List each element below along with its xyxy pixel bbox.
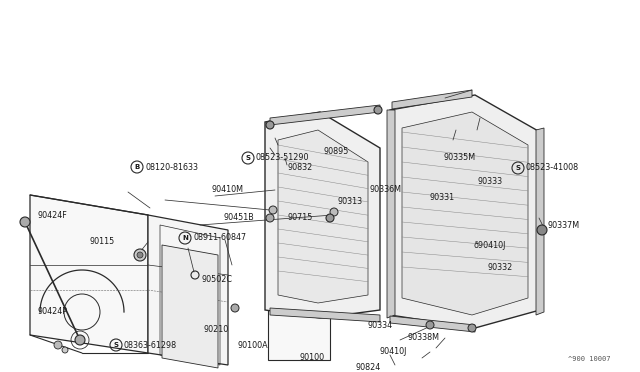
Polygon shape: [265, 112, 380, 318]
Text: 90410J: 90410J: [380, 347, 408, 356]
Text: 90824: 90824: [355, 363, 380, 372]
Circle shape: [426, 321, 434, 329]
Text: 08363-61298: 08363-61298: [124, 340, 177, 350]
Circle shape: [54, 341, 62, 349]
Text: 90832: 90832: [288, 164, 313, 173]
Polygon shape: [392, 90, 472, 109]
Circle shape: [537, 225, 547, 235]
Polygon shape: [390, 316, 475, 332]
Circle shape: [75, 335, 85, 345]
Circle shape: [266, 214, 274, 222]
Circle shape: [269, 206, 277, 214]
Circle shape: [468, 324, 476, 332]
Text: 90332: 90332: [488, 263, 513, 273]
Text: 90313: 90313: [338, 198, 363, 206]
Text: 90715: 90715: [287, 214, 312, 222]
Text: 90100A: 90100A: [238, 340, 269, 350]
Polygon shape: [30, 195, 148, 353]
Polygon shape: [402, 112, 528, 315]
Text: 90335M: 90335M: [443, 154, 475, 163]
Text: 90424F: 90424F: [38, 211, 68, 219]
Circle shape: [137, 252, 143, 258]
Text: 90331: 90331: [430, 193, 455, 202]
Circle shape: [326, 214, 334, 222]
Text: S: S: [246, 155, 250, 161]
Text: 90115: 90115: [90, 237, 115, 247]
Circle shape: [62, 347, 68, 353]
Polygon shape: [270, 105, 380, 125]
Text: 90333: 90333: [478, 177, 503, 186]
Polygon shape: [270, 308, 380, 322]
Text: 90334: 90334: [368, 321, 393, 330]
Text: 90424P: 90424P: [38, 308, 68, 317]
Text: B: B: [134, 164, 140, 170]
Circle shape: [266, 121, 274, 129]
Polygon shape: [268, 305, 330, 360]
Text: 90451B: 90451B: [223, 214, 253, 222]
Circle shape: [231, 304, 239, 312]
Text: 90336M: 90336M: [370, 186, 402, 195]
Circle shape: [134, 249, 146, 261]
Polygon shape: [148, 215, 228, 365]
Text: 90502C: 90502C: [202, 276, 233, 285]
Polygon shape: [536, 128, 544, 315]
Polygon shape: [278, 130, 368, 303]
Text: ð90410J: ð90410J: [474, 241, 506, 250]
Text: 90338M: 90338M: [408, 334, 440, 343]
Text: 90895: 90895: [324, 148, 349, 157]
Polygon shape: [387, 110, 395, 318]
Text: 90210: 90210: [203, 326, 228, 334]
Circle shape: [374, 106, 382, 114]
Text: 08523-51290: 08523-51290: [256, 154, 310, 163]
Text: S: S: [515, 165, 520, 171]
Text: 90337M: 90337M: [548, 221, 580, 230]
Text: 08120-81633: 08120-81633: [145, 163, 198, 171]
Text: 90100: 90100: [300, 353, 325, 362]
Polygon shape: [162, 245, 218, 368]
Text: S: S: [113, 342, 118, 348]
Circle shape: [20, 217, 30, 227]
Polygon shape: [390, 95, 540, 328]
Text: 90410M: 90410M: [211, 186, 243, 195]
Text: N: N: [182, 235, 188, 241]
Text: 08523-41008: 08523-41008: [526, 164, 579, 173]
Text: ^900 10007: ^900 10007: [568, 356, 610, 362]
Circle shape: [330, 208, 338, 216]
Text: 08911-60847: 08911-60847: [193, 234, 246, 243]
